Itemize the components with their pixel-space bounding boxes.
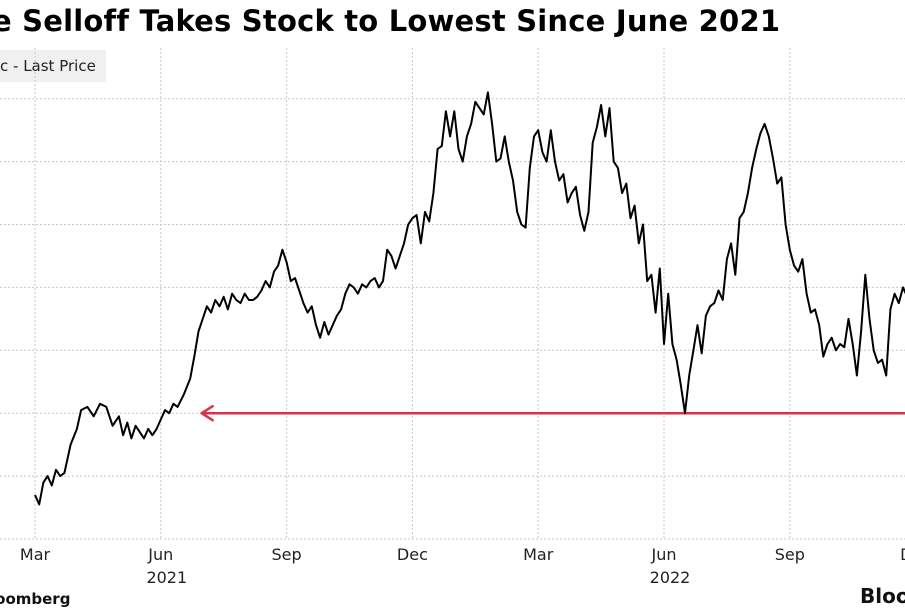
price-line <box>34 91 905 506</box>
year-label: 2021 <box>146 568 187 587</box>
x-axis-ticks: Mar Jun Sep Dec Mar Jun Sep Dec <box>20 545 905 564</box>
x-tick-label: Dec <box>900 545 905 564</box>
x-tick-label: Jun <box>147 545 173 564</box>
annotations <box>200 404 905 422</box>
x-tick-label: Dec <box>397 545 428 564</box>
x-tick-label: Mar <box>523 545 554 564</box>
x-tick-label: Mar <box>20 545 51 564</box>
year-labels: 2021 2022 <box>146 568 690 587</box>
legend-entry: c - Last Price <box>0 57 96 75</box>
year-label: 2022 <box>650 568 691 587</box>
x-tick-label: Sep <box>775 545 805 564</box>
source-label-right: Bloo <box>860 584 905 608</box>
x-tick-label: Jun <box>651 545 677 564</box>
chart-title: e Selloff Takes Stock to Lowest Since Ju… <box>0 4 781 38</box>
legend-box: c - Last Price <box>0 50 106 82</box>
source-label-left: loomberg <box>0 590 71 608</box>
x-tick-label: Sep <box>272 545 302 564</box>
arrow-head <box>200 404 214 422</box>
series-layer <box>34 91 905 506</box>
